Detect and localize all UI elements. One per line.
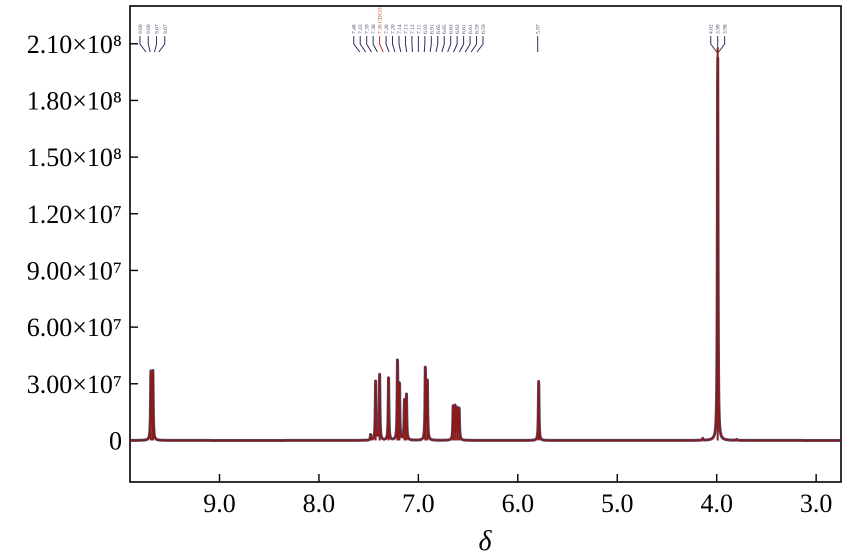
peak-label-connector	[353, 36, 361, 53]
peak-label-connector	[404, 36, 408, 53]
peak-label-connector	[385, 36, 390, 53]
peak-shift-label: 6.63	[449, 24, 455, 34]
peak-label-connector	[476, 36, 484, 53]
x-tick-label: 9.0	[203, 489, 236, 518]
peak-shift-label: 7.13	[403, 24, 409, 34]
peak-label-connector	[372, 36, 378, 53]
x-tick-label: 7.0	[402, 489, 435, 518]
peak-label-connector	[464, 36, 471, 53]
y-tick-label: 1.50×10⁸	[27, 143, 122, 172]
x-axis: 9.0 8.0 7.0 6.0 5.0 4.0 3.0	[203, 474, 832, 518]
y-tick-label: 3.00×10⁷	[27, 370, 122, 399]
peak-shift-label: 9.69	[138, 24, 144, 34]
x-tick-label: 8.0	[303, 489, 336, 518]
y-tick-label: 1.80×10⁸	[27, 86, 122, 115]
peak-label-connector	[379, 36, 384, 53]
peak-shift-label: 6.61	[462, 24, 468, 34]
peak-shift-label: 9.67	[155, 24, 161, 34]
spectrum-trace	[128, 47, 843, 442]
peak-shift-label: 6.93	[423, 24, 429, 34]
peak-label-connector	[423, 36, 426, 53]
peak-shift-label: 6.59	[481, 24, 487, 34]
peak-label-connector	[441, 36, 445, 53]
spectrum-overlay-line	[128, 56, 843, 442]
peak-label-connector	[154, 36, 158, 53]
peak-label-connector	[139, 36, 147, 53]
x-tick-label: 4.0	[700, 489, 733, 518]
x-axis-title: δ	[478, 526, 492, 556]
y-tick-label: 2.10×10⁸	[27, 30, 122, 59]
peak-shift-label: 6.91	[429, 24, 435, 34]
peak-shift-label: 7.20	[384, 24, 390, 34]
peak-label-connector	[429, 36, 432, 53]
peak-shift-label: 6.65	[442, 24, 448, 34]
peak-shift-label: 7.30	[371, 24, 377, 34]
y-tick-label: 6.00×10⁷	[27, 313, 122, 342]
y-axis: 0 3.00×10⁷ 6.00×10⁷ 9.00×10⁷ 1.20×10⁷ 1.50×10…	[27, 30, 138, 455]
peak-label-connector	[392, 36, 396, 53]
x-tick-label: 6.0	[502, 489, 535, 518]
y-tick-label: 1.20×10⁷	[27, 200, 122, 229]
peak-shift-label: 6.65	[436, 24, 442, 34]
peak-label-connector	[158, 36, 166, 53]
peak-shift-label: 6.61	[468, 24, 474, 34]
peak-shift-label: 6.59	[475, 24, 481, 34]
peak-label-connector	[411, 36, 414, 53]
spectrum-line	[129, 57, 842, 442]
peak-label-connector	[366, 36, 372, 53]
y-tick-label: 0	[109, 426, 122, 455]
peak-label-connector	[435, 36, 439, 53]
peak-label-connector	[710, 36, 718, 53]
peak-shift-label: 7.39	[365, 24, 371, 34]
peak-shift-label: 6.63	[455, 24, 461, 34]
peak-shift-label: 7.20	[391, 24, 397, 34]
peak-shift-label: 7.48	[352, 24, 358, 34]
peak-shift-label: 3.99	[716, 24, 722, 34]
x-tick-label: 3.0	[800, 489, 833, 518]
peak-label-connector	[359, 36, 367, 53]
x-tick-label: 5.0	[601, 489, 634, 518]
peak-shift-label: 7.43	[358, 24, 364, 34]
peak-shift-label: 7.14	[397, 24, 403, 34]
peak-label-connector	[470, 36, 478, 53]
peak-shift-label: 5.97	[536, 24, 542, 34]
peak-shift-label: 7.12	[410, 24, 416, 34]
peak-label-connector	[453, 36, 458, 53]
peak-label-annotations: 9.69 9.69 9.67 9.67 7.48 7.43 7.39 7.30 7.30 CDC…	[138, 7, 729, 53]
y-tick-label: 9.00×10⁷	[27, 256, 122, 285]
peak-label-connector	[447, 36, 452, 53]
peak-shift-label: 9.69	[146, 24, 152, 34]
peak-label-connector	[458, 36, 465, 53]
peak-label-connector	[147, 36, 151, 53]
peak-shift-label: 9.67	[163, 24, 169, 34]
plot-frame	[129, 5, 842, 483]
peak-shift-label: 7.30 CDCl3	[378, 7, 384, 34]
peak-shift-label: 3.98	[723, 24, 729, 34]
peak-shift-label: 4.02	[709, 24, 715, 34]
peak-label-connector	[718, 36, 726, 53]
peak-shift-label: 7.11	[416, 24, 422, 34]
peak-label-connector	[398, 36, 402, 53]
